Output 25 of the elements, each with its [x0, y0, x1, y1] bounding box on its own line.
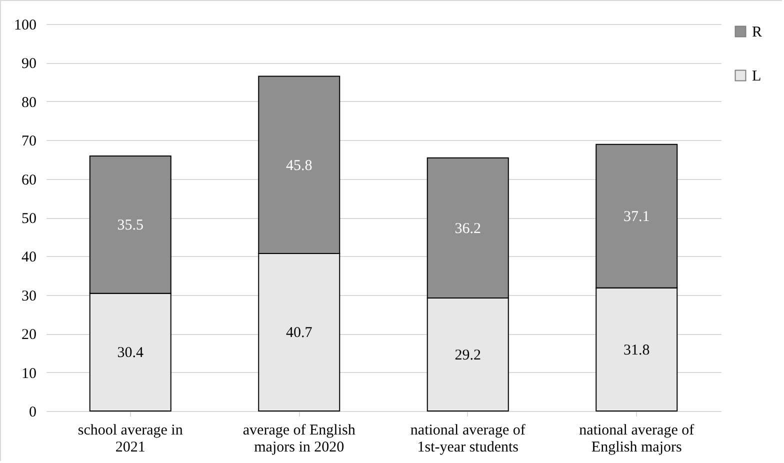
y-tick-label: 20 [22, 327, 36, 344]
legend-label: R [752, 24, 762, 40]
y-tick-label: 50 [22, 211, 36, 227]
data-label: 30.4 [117, 345, 144, 362]
data-label: 36.2 [454, 220, 481, 237]
y-tick-label: 60 [22, 172, 36, 188]
x-tick-label: school average in 2021 [78, 422, 184, 456]
data-label: 35.5 [117, 218, 144, 234]
x-tick-label: average of English majors in 2020 [242, 422, 356, 456]
data-label: 29.2 [454, 348, 481, 364]
data-label: 45.8 [286, 158, 312, 174]
y-tick-label: 10 [22, 366, 36, 382]
x-tick-label: national average of 1st-year students [410, 422, 526, 456]
y-tick-label: 0 [29, 404, 36, 420]
data-label: 37.1 [624, 209, 650, 226]
y-tick-label: 40 [22, 250, 36, 266]
y-tick-label: 80 [22, 94, 36, 111]
data-label: 40.7 [286, 325, 313, 342]
y-tick-label: 30 [22, 288, 36, 304]
y-tick-label: 100 [14, 18, 36, 34]
data-label: 31.8 [624, 342, 650, 358]
x-tick-label: national average of English majors [579, 422, 694, 456]
y-tick-label: 90 [22, 56, 36, 72]
legend-label: L [752, 68, 762, 84]
y-tick-label: 70 [22, 134, 36, 150]
